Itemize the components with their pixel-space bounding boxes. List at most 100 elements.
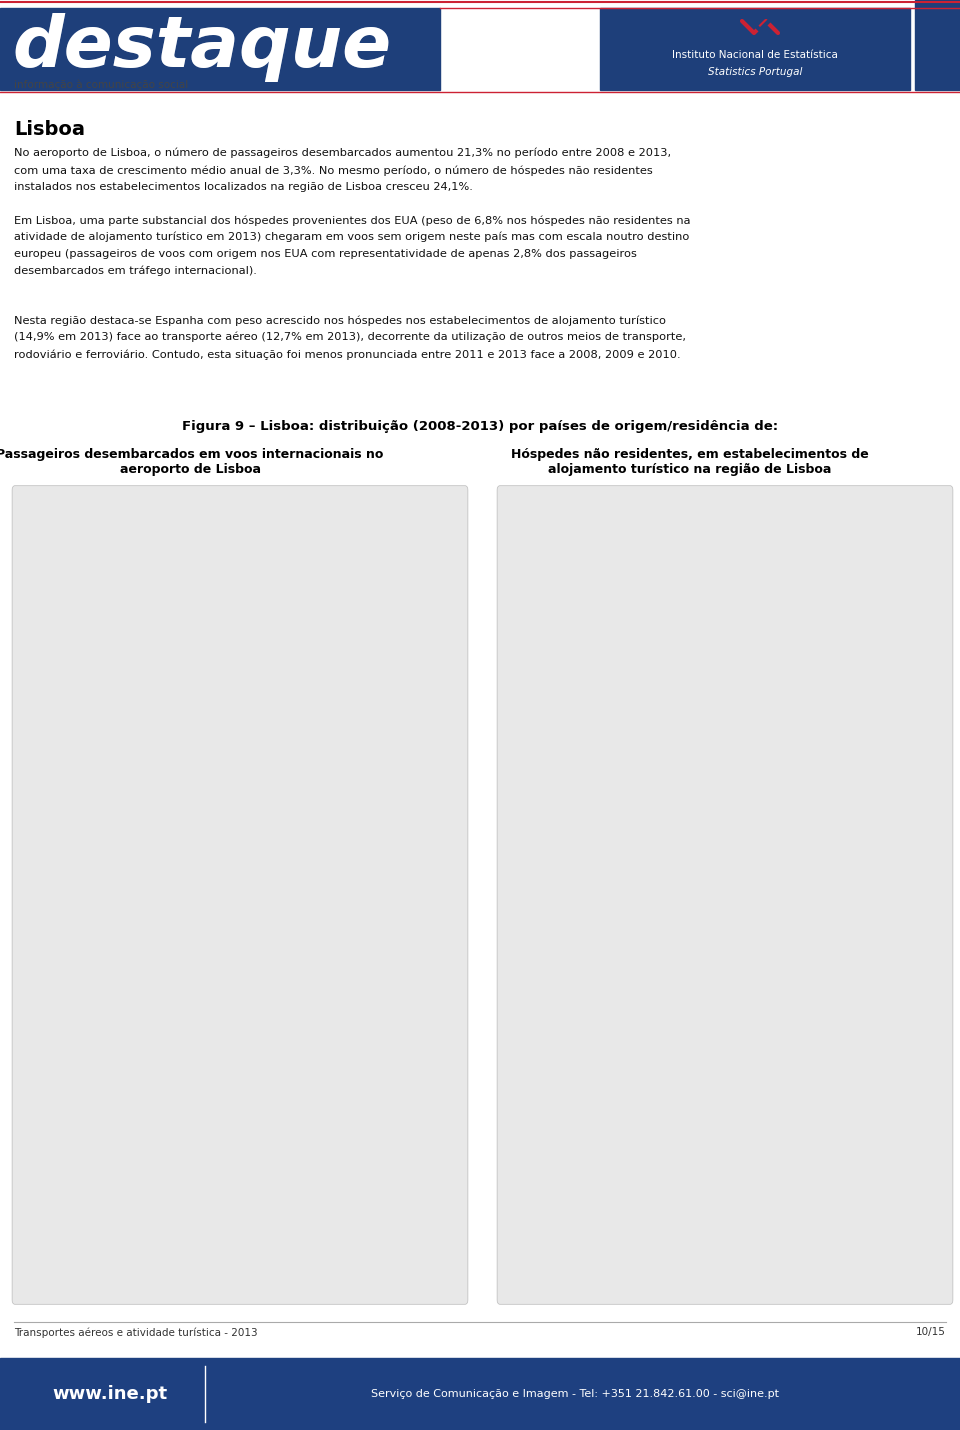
Bar bbox=[118, 1024, 156, 1057]
Bar bbox=[720, 842, 758, 897]
Bar bbox=[60, 824, 98, 911]
Bar bbox=[545, 977, 583, 1021]
Bar bbox=[837, 817, 875, 871]
Bar bbox=[352, 824, 390, 907]
Bar bbox=[60, 1031, 98, 1064]
Bar bbox=[720, 681, 758, 779]
Bar bbox=[177, 671, 215, 746]
Bar bbox=[352, 648, 390, 692]
Text: (14,9% em 2013) face ao transporte aéreo (12,7% em 2013), decorrente da utilizaç: (14,9% em 2013) face ao transporte aéreo… bbox=[14, 332, 686, 343]
Bar bbox=[545, 904, 583, 977]
Text: desembarcados em tráfego internacional).: desembarcados em tráfego internacional). bbox=[14, 266, 257, 276]
Bar bbox=[235, 827, 274, 915]
Legend: US, UK, NL, IT, FR, ES, DE, BR, Out: US, UK, NL, IT, FR, ES, DE, BR, Out bbox=[893, 553, 922, 671]
Bar bbox=[352, 779, 390, 824]
Text: com uma taxa de crescimento médio anual de 3,3%. No mesmo período, o número de h: com uma taxa de crescimento médio anual … bbox=[14, 164, 653, 176]
Text: destaque: destaque bbox=[12, 13, 391, 83]
Bar bbox=[118, 1057, 156, 1266]
Bar bbox=[118, 911, 156, 981]
Bar bbox=[720, 1010, 758, 1045]
Bar bbox=[720, 1045, 758, 1266]
Bar bbox=[352, 970, 390, 1012]
Bar bbox=[60, 681, 98, 754]
Bar bbox=[779, 633, 816, 685]
Bar bbox=[604, 1024, 641, 1064]
Text: Lisboa: Lisboa bbox=[14, 120, 85, 139]
Bar bbox=[604, 685, 641, 791]
Bar bbox=[545, 1057, 583, 1266]
Text: atividade de alojamento turístico em 2013) chegaram em voos sem origem neste paí: atividade de alojamento turístico em 201… bbox=[14, 232, 689, 243]
Bar bbox=[60, 1064, 98, 1266]
Bar bbox=[352, 692, 390, 761]
Bar bbox=[60, 984, 98, 1031]
Bar bbox=[545, 685, 583, 787]
Bar bbox=[779, 1035, 816, 1266]
Bar bbox=[604, 981, 641, 1024]
Bar bbox=[604, 1064, 641, 1266]
Text: informação à comunicação social: informação à comunicação social bbox=[14, 80, 188, 90]
Bar bbox=[352, 1054, 390, 1266]
Bar bbox=[177, 1068, 215, 1266]
Bar bbox=[661, 857, 700, 911]
Bar bbox=[720, 779, 758, 794]
Text: instalados nos estabelecimentos localizados na região de Lisboa cresceu 24,1%.: instalados nos estabelecimentos localiza… bbox=[14, 182, 473, 192]
Bar bbox=[779, 834, 816, 889]
Bar bbox=[837, 628, 875, 678]
Text: Hóspedes não residentes, em estabelecimentos de
alojamento turístico na região d: Hóspedes não residentes, em estabelecime… bbox=[511, 448, 869, 476]
Bar bbox=[720, 633, 758, 681]
Bar bbox=[837, 871, 875, 932]
Bar bbox=[0, 1358, 960, 1430]
Bar bbox=[352, 761, 390, 779]
Bar bbox=[661, 911, 700, 984]
Bar bbox=[235, 915, 274, 988]
Text: No aeroporto de Lisboa, o número de passageiros desembarcados aumentou 21,3% no : No aeroporto de Lisboa, o número de pass… bbox=[14, 147, 671, 159]
Bar bbox=[177, 746, 215, 765]
Bar bbox=[779, 889, 816, 955]
Bar bbox=[60, 754, 98, 772]
Bar bbox=[294, 688, 331, 761]
Bar bbox=[60, 772, 98, 824]
Bar bbox=[545, 801, 583, 849]
Bar bbox=[294, 915, 331, 984]
Text: Passageiros desembarcados em voos internacionais no
aeroporto de Lisboa: Passageiros desembarcados em voos intern… bbox=[0, 448, 384, 476]
Bar bbox=[779, 995, 816, 1035]
Text: Figura 9 – Lisboa: distribuição (2008-2013) por países de origem/residência de:: Figura 9 – Lisboa: distribuição (2008-20… bbox=[182, 420, 778, 433]
Bar bbox=[604, 805, 641, 857]
Bar bbox=[661, 1028, 700, 1064]
Bar bbox=[235, 988, 274, 1035]
Bar bbox=[294, 761, 331, 779]
Bar bbox=[177, 1035, 215, 1068]
Bar bbox=[294, 827, 331, 915]
Bar bbox=[720, 794, 758, 842]
Bar bbox=[235, 1035, 274, 1071]
Text: rodoviário e ferroviário. Contudo, esta situação foi menos pronunciada entre 201: rodoviário e ferroviário. Contudo, esta … bbox=[14, 349, 681, 359]
Bar bbox=[0, 9, 440, 90]
Bar bbox=[352, 1012, 390, 1054]
Bar bbox=[915, 0, 960, 90]
Bar bbox=[837, 972, 875, 1021]
Bar bbox=[118, 754, 156, 772]
Bar bbox=[779, 791, 816, 834]
Bar bbox=[661, 1064, 700, 1266]
Text: destaque: destaque bbox=[12, 13, 391, 83]
Text: www.ine.pt: www.ine.pt bbox=[53, 1386, 168, 1403]
Text: Instituto Nacional de Estatística: Instituto Nacional de Estatística bbox=[672, 50, 838, 60]
Bar bbox=[661, 688, 700, 791]
Bar bbox=[235, 776, 274, 827]
Bar bbox=[352, 907, 390, 970]
Bar bbox=[720, 965, 758, 1010]
Bar bbox=[177, 633, 215, 671]
Bar bbox=[661, 984, 700, 1028]
Bar bbox=[60, 911, 98, 984]
Text: Serviço de Comunicação e Imagem - Tel: +351 21.842.61.00 - sci@ine.pt: Serviço de Comunicação e Imagem - Tel: +… bbox=[371, 1389, 779, 1399]
Bar bbox=[294, 1031, 331, 1068]
Bar bbox=[837, 776, 875, 817]
Bar bbox=[294, 1068, 331, 1266]
Bar bbox=[294, 779, 331, 827]
Bar bbox=[545, 1021, 583, 1057]
Text: Em Lisboa, uma parte substancial dos hóspedes provenientes dos EUA (peso de 6,8%: Em Lisboa, uma parte substancial dos hós… bbox=[14, 214, 690, 226]
Bar bbox=[177, 824, 215, 911]
Bar bbox=[604, 911, 641, 981]
Bar bbox=[661, 791, 700, 805]
Bar bbox=[661, 805, 700, 857]
